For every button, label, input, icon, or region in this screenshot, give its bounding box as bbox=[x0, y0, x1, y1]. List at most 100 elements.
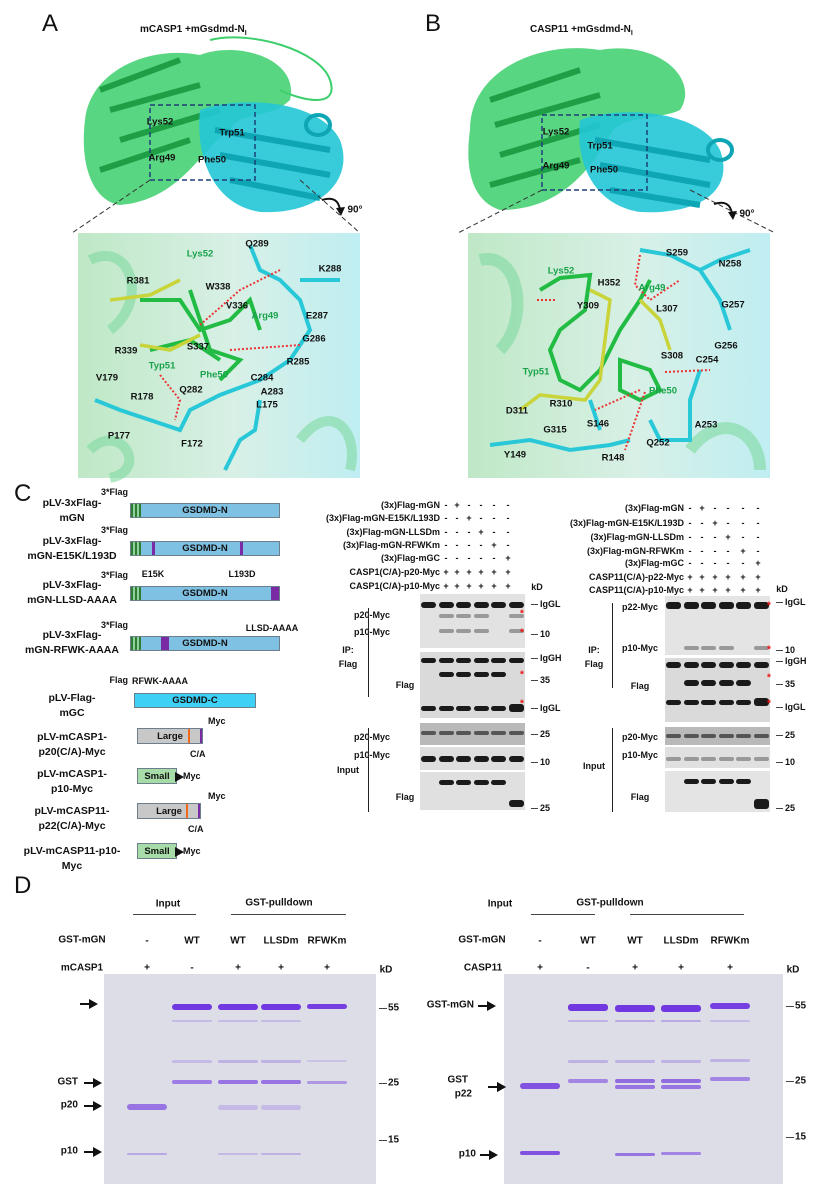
condition-sign: + bbox=[454, 567, 460, 577]
protein-band bbox=[127, 1104, 167, 1110]
protein-band bbox=[261, 1104, 301, 1110]
condition-sign: - bbox=[455, 540, 459, 550]
construct-name-line2: p22(C/A)-Myc bbox=[38, 820, 106, 832]
caspase-large-subunit-bar: Large bbox=[137, 728, 203, 744]
molecular-weight-marker: 10 bbox=[540, 629, 551, 639]
residue-label: S337 bbox=[186, 341, 210, 353]
protein-band bbox=[508, 800, 524, 807]
condition-sign: + bbox=[712, 585, 718, 595]
residue-label: C284 bbox=[250, 372, 274, 384]
protein-band bbox=[456, 672, 472, 677]
molecular-weight-marker: 25 bbox=[785, 730, 796, 740]
protein-band bbox=[736, 757, 752, 761]
protein-band bbox=[736, 662, 752, 668]
protein-band bbox=[261, 1059, 301, 1063]
protein-band bbox=[491, 756, 507, 762]
protein-band bbox=[661, 1020, 701, 1022]
residue-label: Trp51 bbox=[219, 127, 245, 139]
protein-band bbox=[456, 629, 472, 633]
residue-label: S308 bbox=[660, 350, 684, 362]
condition-sign: - bbox=[756, 518, 760, 528]
domain-label: GSDMD-N bbox=[182, 543, 228, 554]
residue-label: Q282 bbox=[179, 384, 203, 396]
protein-band bbox=[307, 1003, 347, 1009]
protein-band bbox=[218, 1059, 258, 1063]
residue-label: Lys52 bbox=[186, 248, 214, 260]
residue-label: G257 bbox=[721, 299, 745, 311]
asterisk-marker: * bbox=[520, 669, 524, 681]
protein-band bbox=[736, 734, 752, 738]
protein-band bbox=[753, 662, 769, 668]
protein-band bbox=[683, 602, 699, 609]
residue-label: G286 bbox=[302, 333, 326, 345]
arrow-icon bbox=[175, 848, 184, 856]
marker-tick bbox=[776, 650, 783, 651]
protein-band bbox=[438, 658, 454, 663]
condition-sign: + bbox=[755, 572, 761, 582]
residue-label: G256 bbox=[714, 340, 738, 352]
protein-band bbox=[753, 799, 769, 809]
panel-a-rotation-label: 90° bbox=[347, 204, 363, 216]
molecular-weight-marker: 25 bbox=[540, 803, 551, 813]
ip-label: Flag bbox=[338, 659, 358, 669]
domain-label: Large bbox=[157, 730, 183, 742]
protein-band bbox=[683, 734, 699, 738]
condition-sign: - bbox=[741, 558, 745, 568]
caspase-large-subunit-bar: Large bbox=[137, 803, 201, 819]
protein-band bbox=[218, 1104, 258, 1110]
protein-band bbox=[491, 602, 507, 608]
protein-band bbox=[718, 646, 734, 650]
molecular-weight-marker: 10 bbox=[785, 645, 796, 655]
arrow-icon bbox=[478, 1002, 496, 1010]
condition-sign: - bbox=[444, 553, 448, 563]
protein-band bbox=[683, 700, 699, 705]
condition-label: (3x)Flag-mGN bbox=[380, 500, 440, 510]
lane-sign: + bbox=[144, 962, 150, 974]
residue-label: W338 bbox=[205, 281, 231, 293]
flag-tag-stripes bbox=[131, 587, 141, 600]
mutation-mark bbox=[271, 587, 279, 600]
condition-sign: - bbox=[741, 503, 745, 513]
condition-sign: - bbox=[700, 558, 704, 568]
residue-label: Arg49 bbox=[251, 310, 279, 322]
marker-tick bbox=[776, 808, 783, 809]
residue-label: S146 bbox=[586, 418, 610, 430]
flag-tag-label: 3*Flag bbox=[100, 525, 128, 535]
panel-a-overview-structure bbox=[71, 36, 361, 234]
condition-sign: + bbox=[466, 567, 472, 577]
protein-band bbox=[491, 731, 507, 735]
gsdmd-n-domain-bar: GSDMD-N bbox=[130, 586, 280, 601]
molecular-weight-marker: 10 bbox=[540, 757, 551, 767]
condition-sign: + bbox=[454, 581, 460, 591]
asterisk-marker: * bbox=[767, 600, 771, 612]
blot-row-label: p20-Myc bbox=[621, 732, 659, 742]
condition-label: (3x)Flag-mGN bbox=[624, 503, 684, 513]
panel-a-letter: A bbox=[42, 10, 59, 37]
blot-row-label: p10-Myc bbox=[621, 643, 659, 653]
caspase-small-subunit-bar: Small bbox=[137, 843, 177, 859]
protein-band bbox=[661, 1059, 701, 1063]
myc-tag-label: Myc bbox=[183, 846, 201, 856]
protein-band bbox=[615, 1020, 655, 1022]
residue-label: Phe50 bbox=[200, 369, 228, 381]
condition-sign: - bbox=[492, 500, 496, 510]
protein-band bbox=[456, 780, 472, 785]
protein-band bbox=[753, 757, 769, 761]
protein-band bbox=[421, 658, 437, 663]
marker-tick bbox=[531, 708, 538, 709]
molecular-weight-marker: IgGL bbox=[540, 599, 561, 609]
header-underline bbox=[133, 914, 196, 915]
residue-label: P177 bbox=[107, 430, 131, 442]
protein-band bbox=[491, 672, 507, 677]
residue-label: Q252 bbox=[646, 437, 670, 449]
ip-flag-blot bbox=[420, 652, 525, 718]
domain-label: GSDMD-N bbox=[182, 505, 228, 516]
flag-tag-label: 3*Flag bbox=[100, 620, 128, 630]
condition-label: (3x)Flag-mGN-LLSDm bbox=[590, 532, 684, 542]
residue-label: S259 bbox=[665, 247, 689, 259]
condition-sign: - bbox=[492, 527, 496, 537]
protein-band bbox=[473, 658, 489, 663]
molecular-weight-marker: 35 bbox=[540, 675, 551, 685]
residue-label: F172 bbox=[181, 438, 203, 450]
condition-sign: - bbox=[713, 558, 717, 568]
